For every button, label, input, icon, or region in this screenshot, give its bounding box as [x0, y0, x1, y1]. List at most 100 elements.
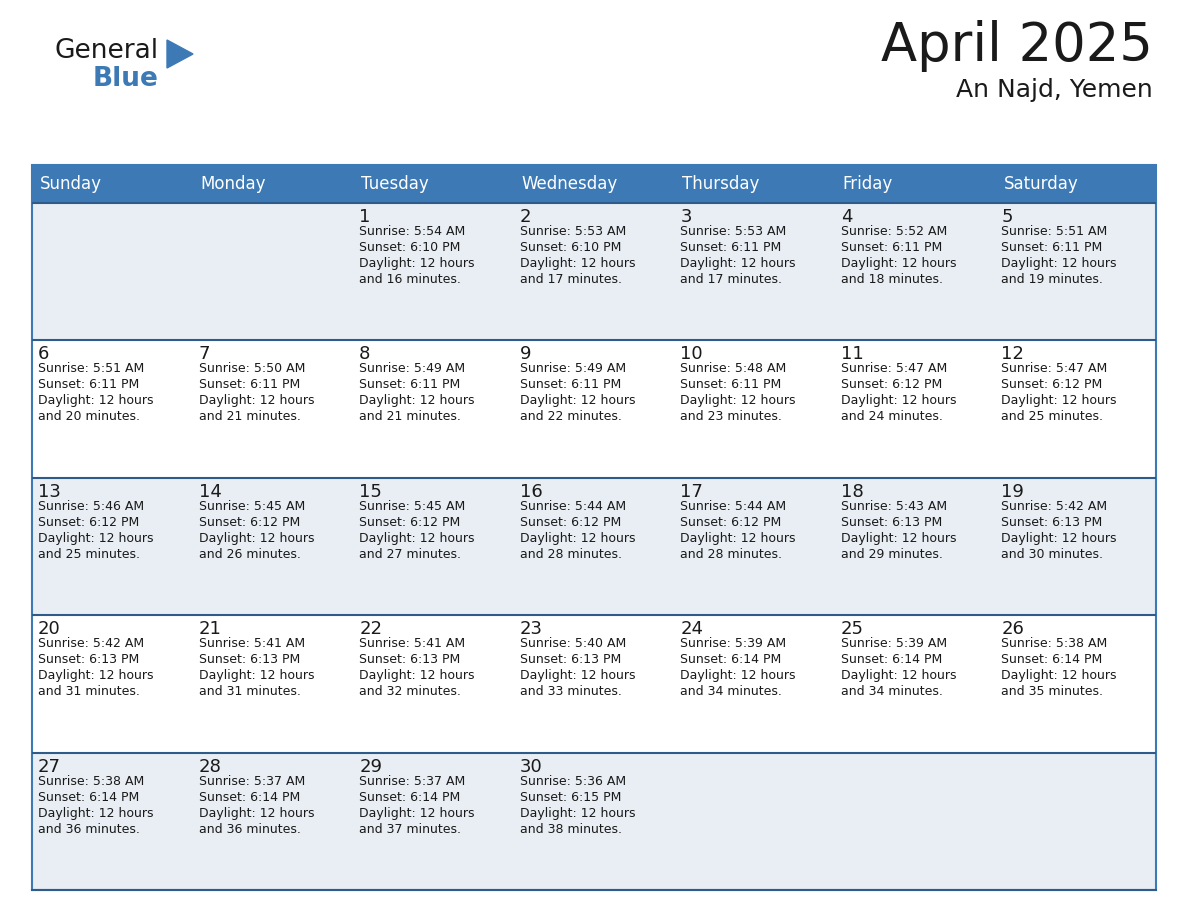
Text: and 34 minutes.: and 34 minutes.	[681, 685, 782, 699]
Text: and 29 minutes.: and 29 minutes.	[841, 548, 943, 561]
Text: Sunset: 6:11 PM: Sunset: 6:11 PM	[681, 241, 782, 254]
Text: 8: 8	[359, 345, 371, 364]
Text: Sunrise: 5:51 AM: Sunrise: 5:51 AM	[38, 363, 144, 375]
Text: and 18 minutes.: and 18 minutes.	[841, 273, 943, 286]
Text: Sunrise: 5:49 AM: Sunrise: 5:49 AM	[519, 363, 626, 375]
Text: Sunrise: 5:51 AM: Sunrise: 5:51 AM	[1001, 225, 1107, 238]
Text: Sunset: 6:12 PM: Sunset: 6:12 PM	[841, 378, 942, 391]
Text: Sunrise: 5:48 AM: Sunrise: 5:48 AM	[681, 363, 786, 375]
Text: 17: 17	[681, 483, 703, 501]
Text: and 35 minutes.: and 35 minutes.	[1001, 685, 1104, 699]
Text: Sunset: 6:11 PM: Sunset: 6:11 PM	[359, 378, 461, 391]
Text: and 27 minutes.: and 27 minutes.	[359, 548, 461, 561]
Text: Daylight: 12 hours: Daylight: 12 hours	[198, 532, 314, 544]
Text: General: General	[55, 38, 159, 64]
Text: April 2025: April 2025	[881, 20, 1154, 72]
Text: 11: 11	[841, 345, 864, 364]
Bar	[192, 165, 353, 203]
Text: 1: 1	[359, 208, 371, 226]
Text: and 34 minutes.: and 34 minutes.	[841, 685, 943, 699]
Bar	[996, 165, 1156, 203]
Text: Daylight: 12 hours: Daylight: 12 hours	[1001, 395, 1117, 408]
Text: and 21 minutes.: and 21 minutes.	[359, 410, 461, 423]
Text: Daylight: 12 hours: Daylight: 12 hours	[841, 395, 956, 408]
Text: Sunrise: 5:45 AM: Sunrise: 5:45 AM	[359, 499, 466, 513]
Text: Sunset: 6:12 PM: Sunset: 6:12 PM	[1001, 378, 1102, 391]
Text: 20: 20	[38, 621, 61, 638]
Text: Sunset: 6:12 PM: Sunset: 6:12 PM	[519, 516, 621, 529]
Text: 9: 9	[519, 345, 531, 364]
Text: Sunrise: 5:37 AM: Sunrise: 5:37 AM	[359, 775, 466, 788]
Text: and 28 minutes.: and 28 minutes.	[681, 548, 782, 561]
Text: Daylight: 12 hours: Daylight: 12 hours	[681, 532, 796, 544]
Text: 10: 10	[681, 345, 703, 364]
Text: and 36 minutes.: and 36 minutes.	[38, 823, 140, 835]
Text: and 36 minutes.: and 36 minutes.	[198, 823, 301, 835]
Text: Sunrise: 5:38 AM: Sunrise: 5:38 AM	[1001, 637, 1107, 650]
Text: Sunset: 6:14 PM: Sunset: 6:14 PM	[198, 790, 299, 803]
Text: Daylight: 12 hours: Daylight: 12 hours	[519, 669, 636, 682]
Text: Daylight: 12 hours: Daylight: 12 hours	[1001, 669, 1117, 682]
Text: Sunset: 6:11 PM: Sunset: 6:11 PM	[198, 378, 299, 391]
Text: 3: 3	[681, 208, 691, 226]
Text: Sunset: 6:11 PM: Sunset: 6:11 PM	[681, 378, 782, 391]
Text: 30: 30	[519, 757, 543, 776]
Text: and 31 minutes.: and 31 minutes.	[198, 685, 301, 699]
Text: Sunset: 6:13 PM: Sunset: 6:13 PM	[359, 654, 461, 666]
Text: Sunrise: 5:49 AM: Sunrise: 5:49 AM	[359, 363, 466, 375]
Text: Daylight: 12 hours: Daylight: 12 hours	[841, 257, 956, 270]
Text: Sunset: 6:11 PM: Sunset: 6:11 PM	[38, 378, 139, 391]
Bar	[32, 341, 1156, 477]
Bar	[675, 165, 835, 203]
Text: and 25 minutes.: and 25 minutes.	[38, 548, 140, 561]
Text: Sunrise: 5:45 AM: Sunrise: 5:45 AM	[198, 499, 305, 513]
Text: 29: 29	[359, 757, 383, 776]
Text: Daylight: 12 hours: Daylight: 12 hours	[841, 532, 956, 544]
Text: Sunrise: 5:50 AM: Sunrise: 5:50 AM	[198, 363, 305, 375]
Text: 16: 16	[519, 483, 543, 501]
Text: Sunset: 6:14 PM: Sunset: 6:14 PM	[841, 654, 942, 666]
Text: Sunrise: 5:39 AM: Sunrise: 5:39 AM	[681, 637, 786, 650]
Text: 27: 27	[38, 757, 61, 776]
Text: Sunset: 6:13 PM: Sunset: 6:13 PM	[198, 654, 299, 666]
Text: Daylight: 12 hours: Daylight: 12 hours	[198, 669, 314, 682]
Bar	[835, 165, 996, 203]
Text: Daylight: 12 hours: Daylight: 12 hours	[359, 395, 475, 408]
Bar	[32, 203, 1156, 341]
Text: Sunrise: 5:40 AM: Sunrise: 5:40 AM	[519, 637, 626, 650]
Text: 5: 5	[1001, 208, 1013, 226]
Text: Sunset: 6:11 PM: Sunset: 6:11 PM	[519, 378, 621, 391]
Text: 19: 19	[1001, 483, 1024, 501]
Text: 26: 26	[1001, 621, 1024, 638]
Text: and 37 minutes.: and 37 minutes.	[359, 823, 461, 835]
Text: Blue: Blue	[93, 66, 159, 92]
Text: Sunset: 6:14 PM: Sunset: 6:14 PM	[681, 654, 782, 666]
Text: and 25 minutes.: and 25 minutes.	[1001, 410, 1104, 423]
Text: Sunrise: 5:39 AM: Sunrise: 5:39 AM	[841, 637, 947, 650]
Text: Sunset: 6:12 PM: Sunset: 6:12 PM	[198, 516, 299, 529]
Text: Sunset: 6:12 PM: Sunset: 6:12 PM	[359, 516, 461, 529]
Text: 4: 4	[841, 208, 852, 226]
Text: 12: 12	[1001, 345, 1024, 364]
Bar	[353, 165, 513, 203]
Text: and 28 minutes.: and 28 minutes.	[519, 548, 621, 561]
Bar	[32, 477, 1156, 615]
Text: Daylight: 12 hours: Daylight: 12 hours	[359, 669, 475, 682]
Text: and 16 minutes.: and 16 minutes.	[359, 273, 461, 286]
Text: Daylight: 12 hours: Daylight: 12 hours	[38, 532, 153, 544]
Text: 21: 21	[198, 621, 221, 638]
Text: An Najd, Yemen: An Najd, Yemen	[956, 78, 1154, 102]
Text: Daylight: 12 hours: Daylight: 12 hours	[38, 807, 153, 820]
Text: Sunset: 6:13 PM: Sunset: 6:13 PM	[38, 654, 139, 666]
Text: Sunrise: 5:54 AM: Sunrise: 5:54 AM	[359, 225, 466, 238]
Text: and 24 minutes.: and 24 minutes.	[841, 410, 943, 423]
Bar	[513, 165, 675, 203]
Text: Sunrise: 5:41 AM: Sunrise: 5:41 AM	[359, 637, 466, 650]
Text: Monday: Monday	[201, 175, 266, 193]
Text: 23: 23	[519, 621, 543, 638]
Text: Daylight: 12 hours: Daylight: 12 hours	[198, 807, 314, 820]
Text: 2: 2	[519, 208, 531, 226]
Text: Sunrise: 5:44 AM: Sunrise: 5:44 AM	[519, 499, 626, 513]
Text: and 30 minutes.: and 30 minutes.	[1001, 548, 1104, 561]
Text: 14: 14	[198, 483, 221, 501]
